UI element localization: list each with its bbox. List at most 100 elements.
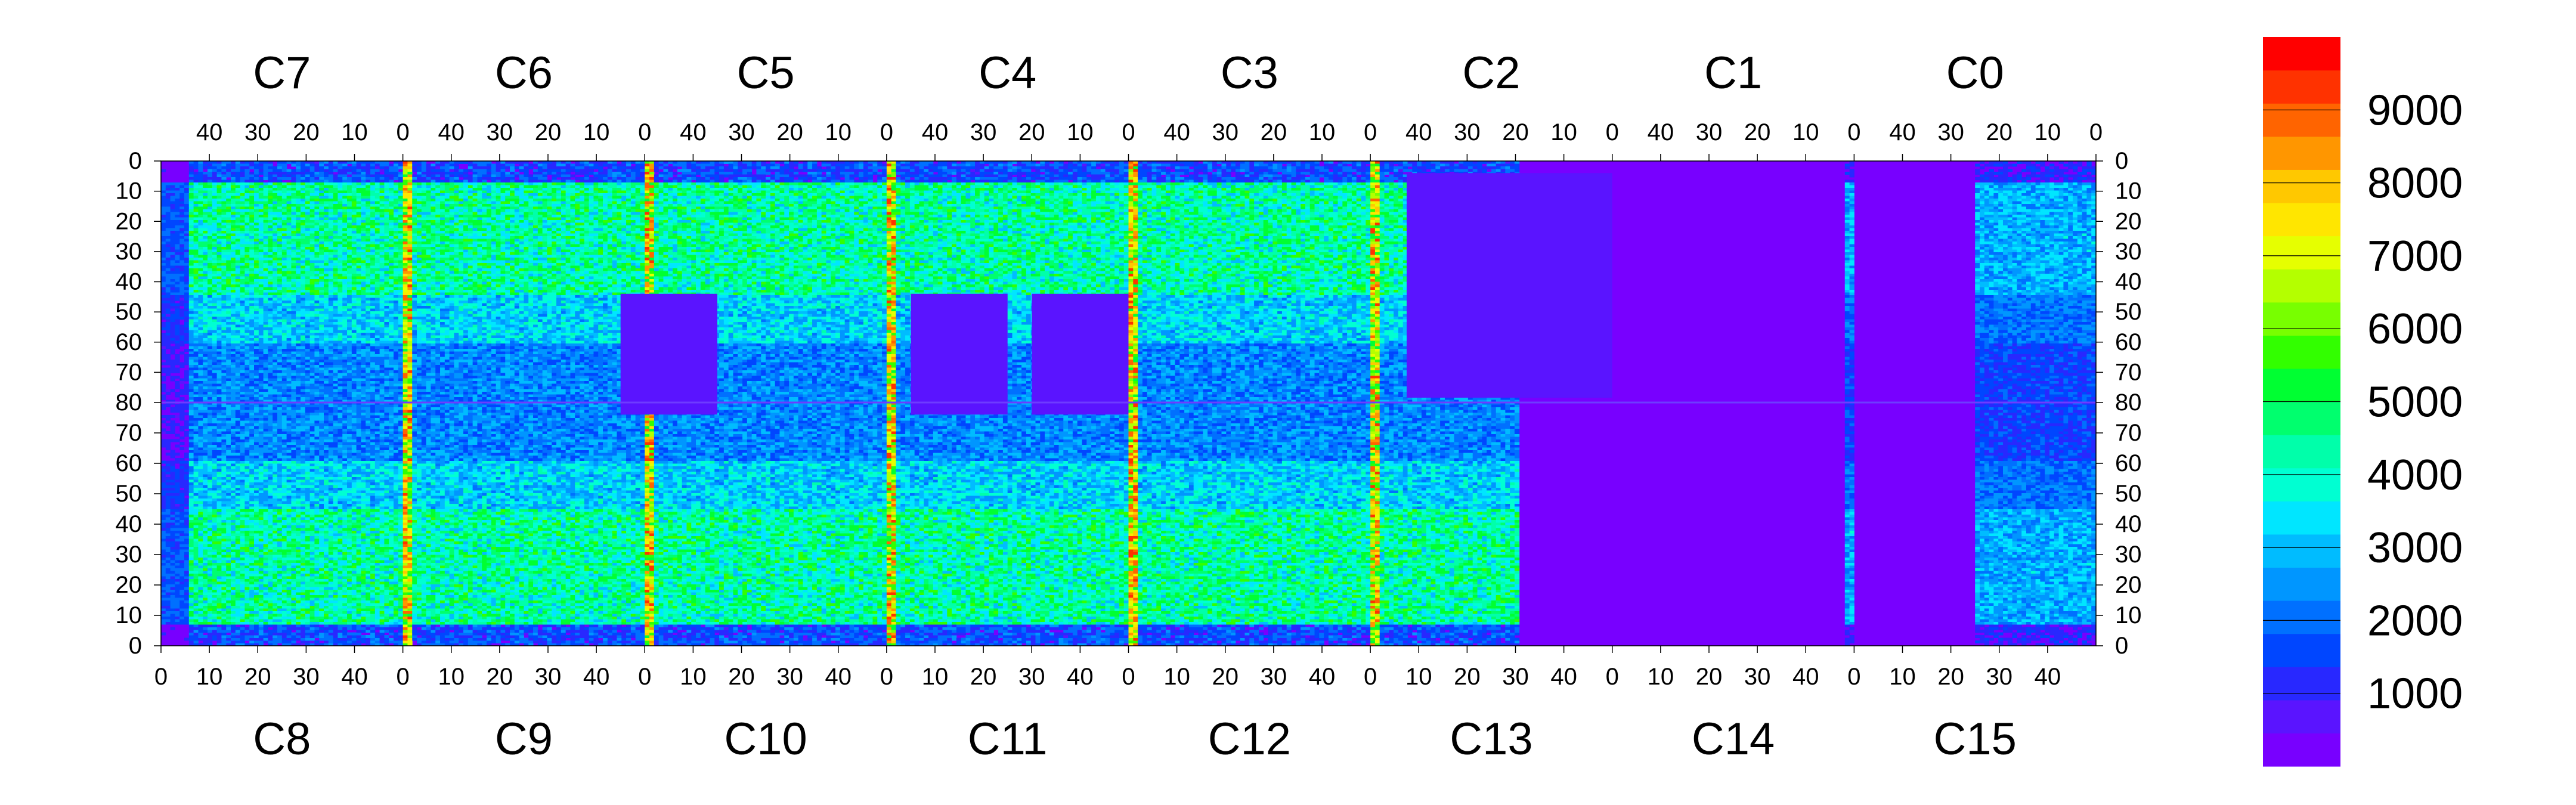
heatmap-cell xyxy=(194,528,199,531)
heatmap-cell xyxy=(179,363,184,366)
heatmap-cell xyxy=(212,434,217,437)
heatmap-cell xyxy=(179,304,184,306)
heatmap-cell xyxy=(236,429,240,432)
heatmap-cell xyxy=(179,258,184,261)
heatmap-cell xyxy=(194,244,199,247)
heatmap-cell xyxy=(175,304,179,306)
heatmap-cell xyxy=(184,608,189,611)
heatmap-cell xyxy=(208,426,212,429)
heatmap-cell xyxy=(212,327,217,330)
heatmap-cell xyxy=(166,261,171,264)
heatmap-cell xyxy=(194,413,199,416)
heatmap-cell xyxy=(189,255,194,258)
heatmap-cell xyxy=(240,442,245,445)
heatmap-cell xyxy=(194,576,199,579)
heatmap-cell xyxy=(240,614,245,617)
heatmap-cell xyxy=(179,298,184,301)
heatmap-cell xyxy=(217,381,222,384)
heatmap-cell xyxy=(175,555,179,558)
heatmap-cell xyxy=(171,225,175,228)
heatmap-cell xyxy=(217,563,222,566)
heatmap-cell xyxy=(240,338,245,341)
heatmap-cell xyxy=(221,426,226,429)
heatmap-cell xyxy=(221,568,226,571)
heatmap-cell xyxy=(221,410,226,413)
heatmap-cell xyxy=(226,314,231,317)
heatmap-cell xyxy=(212,199,217,202)
heatmap-cell xyxy=(217,376,222,379)
heatmap-cell xyxy=(212,496,217,499)
heatmap-cell xyxy=(240,407,245,410)
heatmap-cell xyxy=(244,220,249,223)
heatmap-cell xyxy=(171,290,175,293)
heatmap-cell xyxy=(226,538,231,541)
heatmap-cell xyxy=(236,298,240,301)
heatmap-cell xyxy=(231,363,236,366)
heatmap-cell xyxy=(166,306,171,309)
heatmap-cell xyxy=(184,392,189,395)
heatmap-cell xyxy=(217,617,222,620)
heatmap-cell xyxy=(194,479,199,482)
heatmap-cell xyxy=(226,531,231,534)
heatmap-cell xyxy=(184,590,189,593)
heatmap-cell xyxy=(179,336,184,339)
heatmap-cell xyxy=(161,415,166,418)
heatmap-cell xyxy=(221,271,226,274)
heatmap-cell xyxy=(194,301,199,304)
heatmap-cell xyxy=(175,282,179,285)
heatmap-cell xyxy=(171,311,175,314)
heatmap-cell xyxy=(194,592,199,595)
heatmap-cell xyxy=(236,496,240,499)
heatmap-cell xyxy=(194,261,199,264)
heatmap-cell xyxy=(231,252,236,255)
heatmap-cell xyxy=(194,627,199,630)
heatmap-cell xyxy=(175,263,179,266)
heatmap-cell xyxy=(226,250,231,253)
heatmap-cell xyxy=(244,182,249,185)
heatmap-cell xyxy=(217,304,222,306)
heatmap-cell xyxy=(175,354,179,357)
heatmap-cell xyxy=(175,515,179,518)
heatmap-cell xyxy=(240,420,245,423)
heatmap-cell xyxy=(194,404,199,407)
heatmap-cell xyxy=(212,504,217,507)
heatmap-cell xyxy=(236,247,240,250)
heatmap-cell xyxy=(231,261,236,264)
heatmap-cell xyxy=(189,338,194,341)
heatmap-cell xyxy=(212,439,217,442)
heatmap-cell xyxy=(226,525,231,528)
heatmap-cell xyxy=(203,301,208,304)
heatmap-cell xyxy=(212,506,217,509)
heatmap-cell xyxy=(189,579,194,582)
heatmap-cell xyxy=(208,499,212,501)
heatmap-cell xyxy=(240,392,245,395)
heatmap-cell xyxy=(171,231,175,234)
heatmap-cell xyxy=(203,426,208,429)
heatmap-cell xyxy=(184,611,189,614)
heatmap-cell xyxy=(231,266,236,269)
heatmap-cell xyxy=(226,389,231,392)
heatmap-cell xyxy=(240,627,245,630)
heatmap-cell xyxy=(171,547,175,550)
heatmap-cell xyxy=(203,581,208,584)
heatmap-cell xyxy=(240,384,245,387)
heatmap-cell xyxy=(166,525,171,528)
heatmap-cell xyxy=(189,277,194,280)
heatmap-cell xyxy=(226,231,231,234)
heatmap-cell xyxy=(161,343,166,346)
heatmap-cell xyxy=(231,284,236,287)
heatmap-cell xyxy=(226,220,231,223)
heatmap-cell xyxy=(203,379,208,382)
heatmap-cell xyxy=(226,175,231,178)
heatmap-cell xyxy=(240,560,245,563)
heatmap-cell xyxy=(212,258,217,261)
heatmap-cell xyxy=(179,619,184,622)
heatmap-cell xyxy=(161,258,166,261)
heatmap-cell xyxy=(184,638,189,641)
heatmap-cell xyxy=(175,549,179,552)
heatmap-cell xyxy=(166,185,171,188)
heatmap-cell xyxy=(198,606,203,609)
heatmap-cell xyxy=(226,413,231,416)
heatmap-cell xyxy=(198,533,203,536)
heatmap-cell xyxy=(212,466,217,469)
